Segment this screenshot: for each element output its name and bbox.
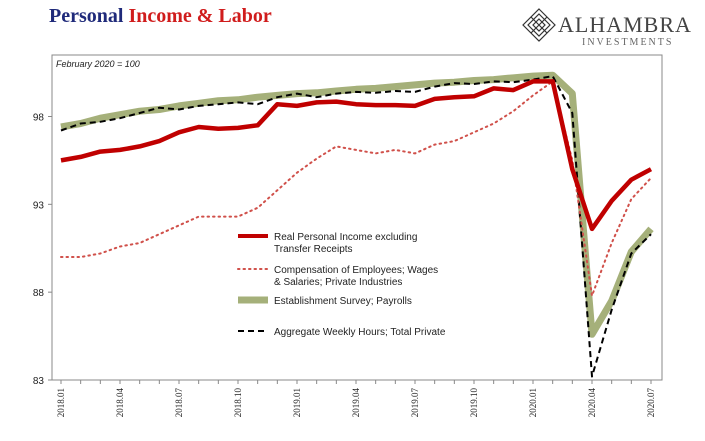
payrolls-line (60, 71, 654, 338)
legend-label-line: Real Personal Income excluding (274, 232, 417, 243)
x-tick-label: 2018.10 (233, 388, 243, 418)
x-tick-label: 2019.01 (292, 388, 302, 417)
title-personal: Personal (49, 5, 124, 27)
chart-title: Personal Income & Labor (49, 5, 272, 28)
diamond-lattice-icon (522, 8, 556, 42)
y-tick-label: 83 (33, 376, 45, 387)
legend-label: Establishment Survey; Payrolls (274, 296, 412, 307)
logo-name: ALHAMBRA (558, 12, 692, 37)
x-tick-label: 2018.01 (56, 388, 66, 417)
x-tick-label: 2019.04 (351, 388, 361, 418)
legend-label: Compensation of Employees; Wages & Salari… (274, 265, 438, 288)
x-tick-label: 2020.01 (528, 388, 538, 417)
y-tick-label: 98 (33, 112, 45, 123)
weekly-hours-line (60, 75, 652, 378)
legend-label-line: Compensation of Employees; Wages (274, 265, 438, 276)
x-tick-label: 2018.07 (174, 388, 184, 418)
title-income-labor: Income & Labor (128, 5, 272, 27)
legend-label-line: & Salaries; Private Industries (274, 277, 402, 288)
baseline-annotation: February 2020 = 100 (56, 59, 140, 69)
compensation-line (60, 80, 652, 297)
legend-label-line: Transfer Receipts (274, 244, 353, 255)
y-tick-label: 93 (33, 200, 45, 211)
plot-frame (51, 54, 663, 381)
legend-label: Real Personal Income excluding Transfer R… (274, 232, 417, 255)
x-tick-label: 2020.07 (646, 388, 656, 418)
x-tick-label: 2019.10 (469, 388, 479, 418)
x-tick-label: 2019.07 (410, 388, 420, 418)
legend-label-line: Aggregate Weekly Hours; Total Private (274, 327, 446, 338)
legend-label: Aggregate Weekly Hours; Total Private (274, 327, 446, 338)
real-income-line (60, 79, 653, 232)
legend-label-line: Establishment Survey; Payrolls (274, 296, 412, 307)
x-tick-label: 2020.04 (587, 388, 597, 418)
x-tick-label: 2018.04 (115, 388, 125, 418)
logo-subtitle: INVESTMENTS (582, 37, 674, 48)
alhambra-logo: ALHAMBRA INVESTMENTS (522, 8, 692, 58)
y-tick-label: 88 (33, 288, 45, 299)
